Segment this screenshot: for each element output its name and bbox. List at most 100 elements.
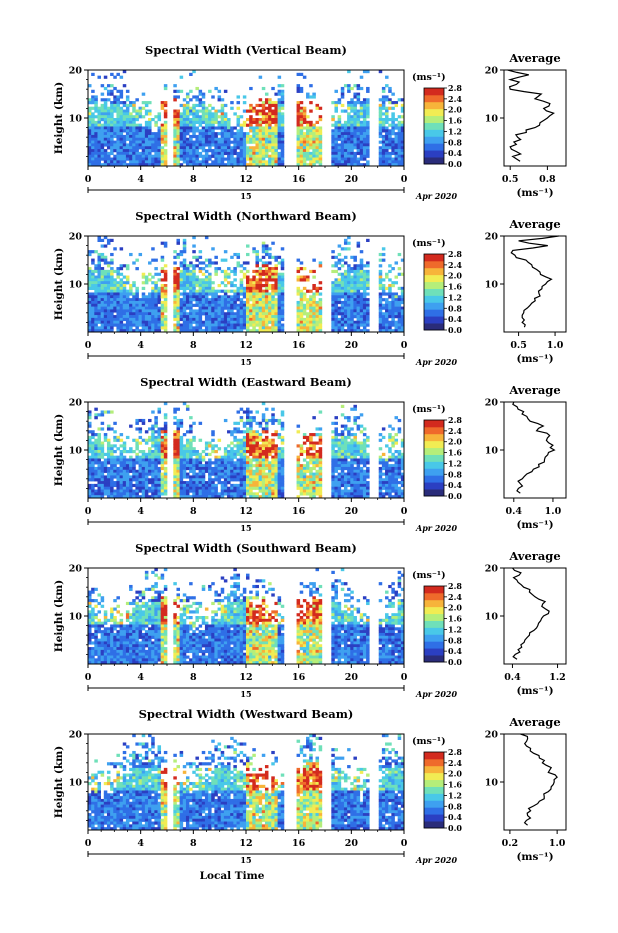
heatmap-cell xyxy=(139,315,143,318)
heatmap-cell xyxy=(104,115,108,118)
heatmap-cell xyxy=(331,138,335,141)
heatmap-cell xyxy=(135,143,139,146)
heatmap-cell xyxy=(113,121,117,124)
heatmap-cell xyxy=(233,126,237,129)
heatmap-cell xyxy=(151,456,155,459)
heatmap-cell xyxy=(208,118,212,121)
heatmap-cell xyxy=(237,307,241,310)
heatmap-cell xyxy=(360,278,364,281)
heatmap-cell xyxy=(208,309,212,312)
heatmap-cell xyxy=(104,301,108,304)
heatmap-cell xyxy=(357,273,361,276)
heatmap-cell xyxy=(268,138,272,141)
heatmap-cell xyxy=(192,115,196,118)
heatmap-cell xyxy=(353,143,357,146)
heatmap-cell xyxy=(233,492,237,495)
heatmap-cell xyxy=(164,490,168,493)
heatmap-cell xyxy=(230,129,234,132)
heatmap-cell xyxy=(379,152,383,155)
heatmap-cell xyxy=(338,98,342,101)
heatmap-cell xyxy=(237,295,241,298)
heatmap-cell xyxy=(195,152,199,155)
heatmap-cell xyxy=(192,461,196,464)
heatmap-cell xyxy=(233,453,237,456)
heatmap-cell xyxy=(398,98,402,101)
heatmap-cell xyxy=(297,118,301,121)
heatmap-cell xyxy=(366,126,370,129)
heatmap-cell xyxy=(154,121,158,124)
heatmap-cell xyxy=(306,326,310,329)
heatmap-cell xyxy=(161,450,165,453)
heatmap-cell xyxy=(353,104,357,107)
heatmap-cell xyxy=(107,456,111,459)
heatmap-cell xyxy=(224,456,228,459)
heatmap-cell xyxy=(230,295,234,298)
heatmap-cell xyxy=(278,304,282,307)
heatmap-cell xyxy=(350,304,354,307)
heatmap-cell xyxy=(180,270,184,273)
heatmap-cell xyxy=(88,149,92,152)
heatmap-cell xyxy=(154,492,158,495)
heatmap-cell xyxy=(255,430,259,433)
heatmap-cell xyxy=(357,160,361,163)
heatmap-cell xyxy=(126,112,130,115)
heatmap-cell xyxy=(88,416,92,419)
heatmap-cell xyxy=(97,281,101,284)
heatmap-cell xyxy=(116,484,120,487)
heatmap-cell xyxy=(262,141,266,144)
heatmap-cell xyxy=(259,121,263,124)
heatmap-cell xyxy=(145,430,149,433)
heatmap-cell xyxy=(218,98,222,101)
heatmap-cell xyxy=(139,481,143,484)
heatmap-cell xyxy=(176,475,180,478)
heatmap-cell xyxy=(97,413,101,416)
heatmap-cell xyxy=(385,141,389,144)
heatmap-cell xyxy=(255,309,259,312)
heatmap-cell xyxy=(211,473,215,476)
heatmap-cell xyxy=(154,470,158,473)
heatmap-cell xyxy=(94,326,98,329)
colorbar-tick-label: 2.4 xyxy=(448,260,462,270)
heatmap-cell xyxy=(97,155,101,158)
heatmap-cell xyxy=(199,326,203,329)
heatmap-cell xyxy=(300,101,304,104)
heatmap-cell xyxy=(126,490,130,493)
heatmap-cell xyxy=(344,124,348,127)
heatmap-cell xyxy=(195,453,199,456)
heatmap-cell xyxy=(97,270,101,273)
heatmap-cell xyxy=(180,490,184,493)
heatmap-cell xyxy=(180,141,184,144)
heatmap-cell xyxy=(230,467,234,470)
heatmap-cell xyxy=(88,422,92,425)
heatmap-cell xyxy=(126,298,130,301)
heatmap-cell xyxy=(202,290,206,293)
heatmap-cell xyxy=(161,461,165,464)
heatmap-cell xyxy=(145,492,149,495)
heatmap-cell xyxy=(158,433,162,436)
heatmap-cell xyxy=(176,284,180,287)
heatmap-cell xyxy=(186,326,190,329)
heatmap-cell xyxy=(246,439,250,442)
heatmap-cell xyxy=(319,158,323,161)
heatmap-cell xyxy=(398,121,402,124)
heatmap-cell xyxy=(357,129,361,132)
heatmap-cell xyxy=(120,326,124,329)
heatmap-cell xyxy=(116,490,120,493)
heatmap-cell xyxy=(312,292,316,295)
heatmap-cell xyxy=(331,155,335,158)
heatmap-cell xyxy=(176,326,180,329)
heatmap-cell xyxy=(243,273,247,276)
heatmap-cell xyxy=(357,318,361,321)
heatmap-cell xyxy=(110,475,114,478)
heatmap-cell xyxy=(199,473,203,476)
heatmap-cell xyxy=(164,304,168,307)
heatmap-cell xyxy=(205,307,209,310)
heatmap-cell xyxy=(151,138,155,141)
heatmap-cell xyxy=(385,326,389,329)
y-axis-label: Height (km) xyxy=(53,248,65,320)
heatmap-cell xyxy=(249,410,253,413)
heatmap-cell xyxy=(154,458,158,461)
heatmap-cell xyxy=(151,290,155,293)
heatmap-cell xyxy=(246,124,250,127)
heatmap-cell xyxy=(353,264,357,267)
